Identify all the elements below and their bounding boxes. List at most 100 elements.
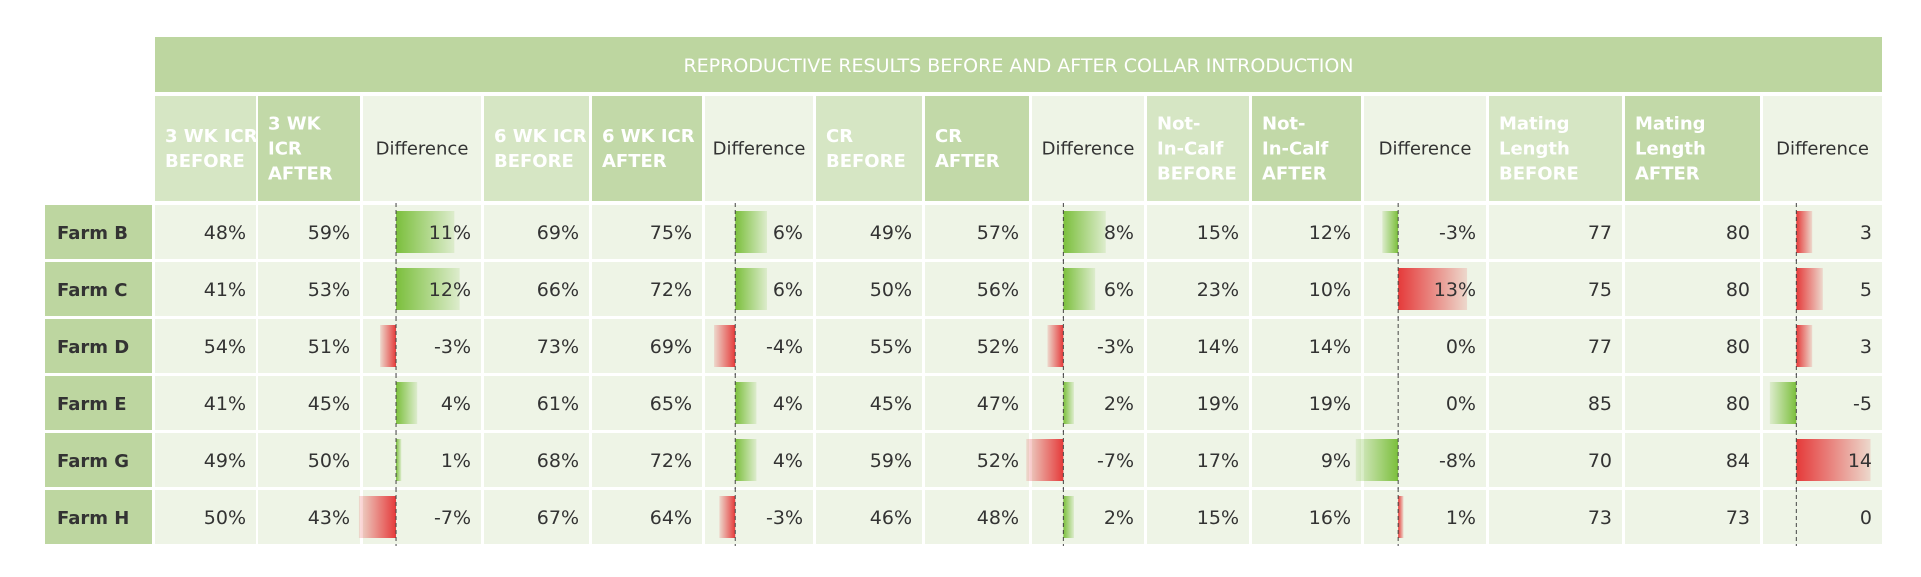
- cell-value: 9%: [1321, 450, 1351, 472]
- farm-label-cell: [45, 205, 152, 259]
- cell-value: 51%: [308, 336, 350, 358]
- column-header-cell: [155, 96, 256, 201]
- value-cell: [258, 205, 360, 259]
- cell-value: 46%: [870, 507, 912, 529]
- value-cell: [155, 490, 256, 544]
- column-header-label: 6 WK ICR: [602, 126, 695, 147]
- value-cell: [1625, 376, 1760, 430]
- cell-value: 70: [1588, 450, 1612, 472]
- value-cell: [816, 319, 922, 373]
- difference-bar: [1769, 382, 1797, 424]
- difference-value: -7%: [1097, 450, 1134, 472]
- cell-value: 43%: [308, 507, 350, 529]
- difference-value: 2%: [1104, 507, 1134, 529]
- column-header-label: Difference: [376, 139, 469, 160]
- farm-label-cell: [45, 376, 152, 430]
- value-cell: [592, 490, 702, 544]
- cell-value: 80: [1726, 222, 1750, 244]
- cell-value: 10%: [1309, 279, 1351, 301]
- value-cell: [1625, 433, 1760, 487]
- cell-value: 73%: [537, 336, 579, 358]
- value-cell: [592, 205, 702, 259]
- cell-value: 64%: [650, 507, 692, 529]
- column-header-label: Not-: [1157, 114, 1201, 135]
- farm-label-cell: [45, 319, 152, 373]
- difference-value: -3%: [1439, 222, 1476, 244]
- value-cell: [258, 262, 360, 316]
- value-cell: [1489, 205, 1622, 259]
- value-cell: [155, 319, 256, 373]
- difference-value: -3%: [1097, 336, 1134, 358]
- column-header-label: 3 WK ICR: [165, 126, 258, 147]
- column-header-label: Difference: [1042, 139, 1135, 160]
- value-cell: [1252, 376, 1361, 430]
- value-cell: [155, 205, 256, 259]
- cell-value: 73: [1588, 507, 1612, 529]
- difference-value: 6%: [1104, 279, 1134, 301]
- column-header-cell: [705, 96, 813, 201]
- value-cell: [816, 376, 922, 430]
- value-cell: [1147, 433, 1249, 487]
- value-cell: [925, 433, 1029, 487]
- value-cell: [816, 433, 922, 487]
- value-cell: [925, 262, 1029, 316]
- cell-value: 52%: [977, 336, 1019, 358]
- cell-value: 47%: [977, 393, 1019, 415]
- difference-bar: [1355, 439, 1399, 481]
- difference-bar: [1026, 439, 1064, 481]
- cell-value: 65%: [650, 393, 692, 415]
- difference-value: -5: [1853, 393, 1872, 415]
- difference-bar: [1382, 211, 1399, 253]
- value-cell: [1625, 490, 1760, 544]
- cell-value: 55%: [870, 336, 912, 358]
- value-cell: [816, 205, 922, 259]
- difference-cell: [1763, 205, 1882, 259]
- difference-bar: [735, 382, 757, 424]
- difference-cell: [363, 433, 481, 487]
- difference-cell: [1763, 490, 1882, 544]
- cell-value: 14%: [1197, 336, 1239, 358]
- difference-bar: [735, 268, 768, 310]
- value-cell: [1147, 319, 1249, 373]
- value-cell: [484, 262, 589, 316]
- column-header-label: BEFORE: [494, 151, 574, 172]
- cell-value: 72%: [650, 279, 692, 301]
- value-cell: [925, 490, 1029, 544]
- column-header-label: In-Calf: [1262, 139, 1329, 160]
- difference-bar: [396, 439, 402, 481]
- column-header-label: In-Calf: [1157, 139, 1224, 160]
- value-cell: [484, 205, 589, 259]
- column-header-label: Difference: [713, 139, 806, 160]
- value-cell: [1489, 319, 1622, 373]
- difference-value: 3: [1860, 336, 1872, 358]
- column-header-cell: [1147, 96, 1249, 201]
- value-cell: [258, 490, 360, 544]
- farm-label: Farm D: [57, 337, 129, 358]
- title-band: [155, 37, 1882, 92]
- difference-bar: [1063, 268, 1096, 310]
- value-cell: [1625, 319, 1760, 373]
- value-cell: [592, 319, 702, 373]
- value-cell: [816, 262, 922, 316]
- difference-cell: [705, 376, 813, 430]
- difference-bar: [396, 382, 418, 424]
- cell-value: 68%: [537, 450, 579, 472]
- column-header-cell: [363, 96, 481, 201]
- cell-value: 80: [1726, 279, 1750, 301]
- cell-value: 80: [1726, 336, 1750, 358]
- difference-bar: [1398, 268, 1468, 310]
- value-cell: [1252, 490, 1361, 544]
- value-cell: [1252, 433, 1361, 487]
- difference-value: 1%: [1446, 507, 1476, 529]
- column-header-label: AFTER: [1635, 164, 1700, 185]
- cell-value: 45%: [308, 393, 350, 415]
- cell-value: 72%: [650, 450, 692, 472]
- value-cell: [592, 376, 702, 430]
- column-header-label: AFTER: [268, 164, 333, 185]
- difference-value: 4%: [773, 450, 803, 472]
- difference-cell: [1364, 490, 1486, 544]
- value-cell: [1252, 319, 1361, 373]
- column-header-label: BEFORE: [826, 151, 906, 172]
- farm-label-cell: [45, 490, 152, 544]
- value-cell: [484, 319, 589, 373]
